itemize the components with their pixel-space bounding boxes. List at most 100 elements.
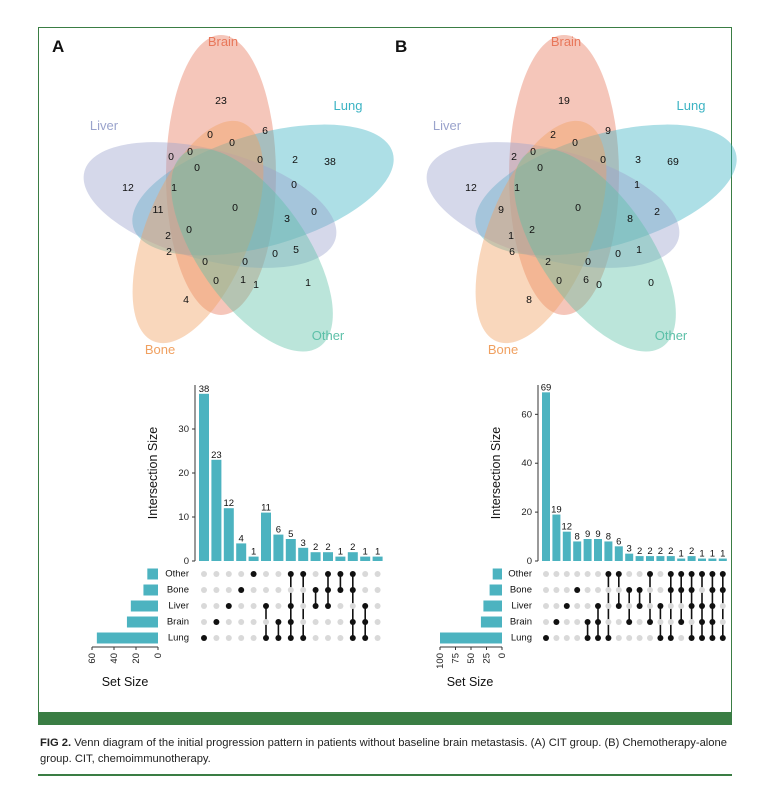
- matrix-dot-inactive: [647, 587, 653, 593]
- venn-region-count: 12: [122, 182, 134, 194]
- intersection-bar-label: 8: [575, 531, 580, 542]
- matrix-dot-active: [287, 603, 294, 609]
- venn-region-count: 0: [291, 179, 297, 191]
- matrix-dot-inactive: [553, 603, 560, 609]
- intersection-bar: [677, 558, 686, 561]
- matrix-dot-inactive: [263, 587, 269, 593]
- matrix-dot-active: [688, 635, 695, 641]
- venn-region-count: 8: [627, 213, 633, 225]
- venn-region-count: 0: [213, 275, 219, 287]
- set-size-bar-bone: [143, 584, 158, 596]
- venn-ellipses-A: [83, 35, 394, 352]
- matrix-dot-active: [263, 603, 269, 609]
- matrix-dot-inactive: [337, 603, 344, 609]
- matrix-dot-inactive: [238, 635, 245, 641]
- matrix-dot-active: [349, 587, 356, 593]
- intersection-bar-label: 3: [627, 544, 632, 555]
- intersection-bar: [261, 512, 271, 561]
- matrix-dot-inactive: [688, 619, 695, 625]
- matrix-dot-inactive: [312, 571, 319, 577]
- matrix-dot-active: [657, 603, 664, 609]
- venn-set-label-bone: Bone: [145, 342, 175, 357]
- venn-region-count: 0: [187, 146, 193, 158]
- matrix-dot-inactive: [349, 603, 356, 609]
- venn-ellipses-B: [426, 35, 737, 352]
- matrix-dot-active: [699, 635, 705, 641]
- y-tick-label: 0: [527, 556, 532, 567]
- set-size-bar-liver: [483, 600, 502, 612]
- matrix-dot-inactive: [543, 603, 549, 609]
- intersection-bar-label: 8: [606, 531, 611, 542]
- matrix-dot-active: [337, 571, 344, 577]
- matrix-dot-inactive: [678, 635, 685, 641]
- matrix-dot-inactive: [374, 587, 381, 593]
- matrix-dot-inactive: [553, 571, 560, 577]
- set-size-tick-label: 75: [451, 653, 462, 664]
- matrix-dot-inactive: [563, 635, 570, 641]
- matrix-dot-active: [325, 587, 331, 593]
- intersection-bar-label: 2: [325, 542, 330, 553]
- venn-region-count: 0: [242, 256, 248, 268]
- matrix-dot-active: [688, 603, 695, 609]
- matrix-dot-inactive: [574, 571, 581, 577]
- venn-ellipse-lung: [132, 124, 394, 256]
- intersection-bar: [335, 556, 346, 561]
- matrix-dot-inactive: [213, 635, 220, 641]
- y-tick-label: 20: [178, 468, 189, 479]
- intersection-bar-label: 9: [585, 529, 590, 540]
- intersection-bar: [248, 556, 259, 561]
- intersection-bar-label: 11: [261, 503, 271, 514]
- matrix-dot-active: [647, 571, 653, 577]
- matrix-dot-inactive: [553, 635, 560, 641]
- matrix-dot-active: [275, 635, 282, 641]
- set-size-tick-label: 60: [87, 653, 98, 664]
- matrix-dot-inactive: [543, 619, 549, 625]
- venn-region-count: 0: [648, 277, 654, 289]
- venn-region-count: 1: [636, 244, 642, 256]
- matrix-dot-active: [312, 603, 319, 609]
- matrix-dot-inactive: [699, 587, 705, 593]
- venn-set-label-lung: Lung: [677, 98, 706, 113]
- venn-region-count: 2: [529, 224, 535, 236]
- set-name-lung: Lung: [168, 633, 189, 644]
- venn-region-count: 0: [537, 162, 543, 174]
- matrix-dot-active: [626, 587, 633, 593]
- matrix-dot-inactive: [553, 587, 560, 593]
- matrix-dot-inactive: [250, 635, 257, 641]
- y-axis-title: Intersection Size: [489, 427, 503, 519]
- set-size-tick-label: 20: [131, 653, 142, 664]
- venn-region-count: 0: [229, 137, 235, 149]
- venn-region-count: 9: [605, 125, 611, 137]
- matrix-dot-active: [362, 619, 369, 625]
- matrix-dot-active: [667, 635, 674, 641]
- matrix-dot-active: [300, 635, 307, 641]
- matrix-dot-active: [300, 571, 307, 577]
- intersection-bar: [646, 556, 654, 561]
- matrix-dot-inactive: [287, 587, 294, 593]
- venn-region-count: 1: [253, 279, 259, 291]
- intersection-bar: [323, 552, 333, 561]
- venn-ellipse-liver: [426, 142, 680, 268]
- venn-ellipse-liver: [83, 142, 337, 268]
- intersection-bar-label: 2: [313, 542, 318, 553]
- matrix-dot-active: [287, 571, 294, 577]
- intersection-bar: [635, 556, 644, 561]
- matrix-dot-inactive: [615, 619, 622, 625]
- intersection-bar-label: 12: [224, 498, 235, 509]
- venn-region-count: 1: [514, 182, 520, 194]
- venn-set-label-other: Other: [655, 328, 688, 343]
- set-name-bone: Bone: [167, 585, 189, 596]
- matrix-dot-active: [225, 603, 232, 609]
- intersection-bar: [594, 539, 602, 561]
- y-tick-label: 0: [184, 556, 189, 567]
- matrix-dot-inactive: [300, 603, 307, 609]
- matrix-dot-active: [263, 635, 269, 641]
- set-size-bar-brain: [480, 616, 502, 628]
- matrix-dot-inactive: [250, 587, 257, 593]
- matrix-dot-inactive: [337, 619, 344, 625]
- intersection-bar-label: 1: [338, 547, 343, 558]
- matrix-dot-active: [584, 635, 591, 641]
- venn-set-label-liver: Liver: [433, 118, 462, 133]
